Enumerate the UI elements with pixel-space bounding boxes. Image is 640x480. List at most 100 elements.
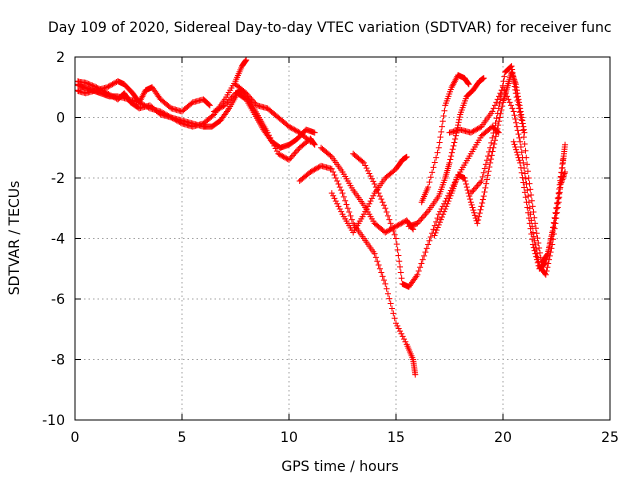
data-point — [508, 63, 515, 70]
data-point — [434, 215, 441, 222]
data-point — [439, 118, 446, 125]
series-s15 — [510, 138, 566, 272]
data-point — [372, 184, 379, 191]
data-point — [328, 165, 335, 172]
data-point — [383, 285, 390, 292]
data-point — [479, 196, 486, 203]
data-point — [514, 97, 521, 104]
data-point — [311, 141, 318, 148]
data-point — [332, 198, 339, 205]
data-point — [465, 81, 472, 88]
data-point — [527, 186, 534, 193]
data-point — [556, 185, 563, 192]
data-point — [494, 125, 501, 132]
data-point — [544, 264, 551, 271]
data-point — [559, 161, 566, 168]
data-point — [513, 149, 520, 156]
data-point — [450, 142, 457, 149]
data-point — [366, 200, 373, 207]
data-point — [273, 148, 280, 155]
data-point — [370, 192, 377, 199]
data-point — [442, 206, 449, 213]
data-point — [334, 178, 341, 185]
data-point — [545, 248, 552, 255]
data-point — [471, 212, 478, 219]
data-point — [533, 230, 540, 237]
data-point — [338, 187, 345, 194]
data-point — [496, 100, 503, 107]
data-point — [510, 73, 517, 80]
data-point — [376, 193, 383, 200]
data-point — [448, 149, 455, 156]
data-point — [510, 108, 517, 115]
data-point — [384, 290, 391, 297]
data-point — [530, 244, 537, 251]
data-point — [511, 141, 518, 148]
data-point — [418, 260, 425, 267]
data-point — [509, 66, 516, 73]
data-point — [535, 240, 542, 247]
data-point — [483, 157, 490, 164]
data-point — [441, 208, 448, 215]
data-point — [529, 236, 536, 243]
data-point — [546, 240, 553, 247]
data-point — [243, 57, 250, 64]
data-point — [366, 170, 373, 177]
data-point — [487, 144, 494, 151]
data-point — [554, 195, 561, 202]
data-point — [528, 230, 535, 237]
y-tick-label: -4 — [51, 232, 65, 248]
data-point — [534, 259, 541, 266]
data-point — [546, 244, 553, 251]
data-point — [264, 129, 271, 136]
data-point — [499, 82, 506, 89]
data-point — [342, 197, 349, 204]
data-point — [311, 140, 318, 147]
data-point — [553, 205, 560, 212]
data-point — [434, 149, 441, 156]
data-point — [533, 256, 540, 263]
data-point — [520, 134, 527, 141]
data-point — [490, 130, 497, 137]
data-point — [382, 205, 389, 212]
data-point — [528, 197, 535, 204]
data-point — [521, 140, 528, 147]
data-point — [517, 164, 524, 171]
data-point — [529, 203, 536, 210]
data-point — [376, 265, 383, 272]
data-point — [552, 210, 559, 217]
data-point — [359, 158, 366, 165]
data-points — [75, 57, 569, 378]
data-point — [306, 137, 313, 144]
data-point — [425, 184, 432, 191]
data-point — [469, 204, 476, 211]
data-point — [518, 116, 525, 123]
data-point — [482, 161, 489, 168]
data-point — [382, 280, 389, 287]
data-point — [242, 57, 249, 64]
data-point — [543, 268, 550, 275]
data-point — [209, 112, 216, 119]
data-point — [550, 224, 557, 231]
data-point — [364, 203, 371, 210]
data-point — [491, 125, 498, 132]
data-point — [383, 209, 390, 216]
data-point — [380, 202, 387, 209]
x-tick-label: 10 — [280, 430, 298, 446]
data-point — [475, 213, 482, 220]
data-point — [530, 209, 537, 216]
data-point — [362, 208, 369, 215]
data-point — [403, 153, 410, 160]
data-point — [549, 229, 556, 236]
data-point — [479, 199, 486, 206]
data-point — [363, 165, 370, 172]
data-point — [444, 200, 451, 207]
data-point — [528, 192, 535, 199]
data-point — [402, 338, 409, 345]
data-point — [505, 96, 512, 103]
data-point — [520, 179, 527, 186]
data-point — [483, 180, 490, 187]
data-point — [482, 184, 489, 191]
data-point — [486, 148, 493, 155]
data-point — [477, 124, 484, 131]
